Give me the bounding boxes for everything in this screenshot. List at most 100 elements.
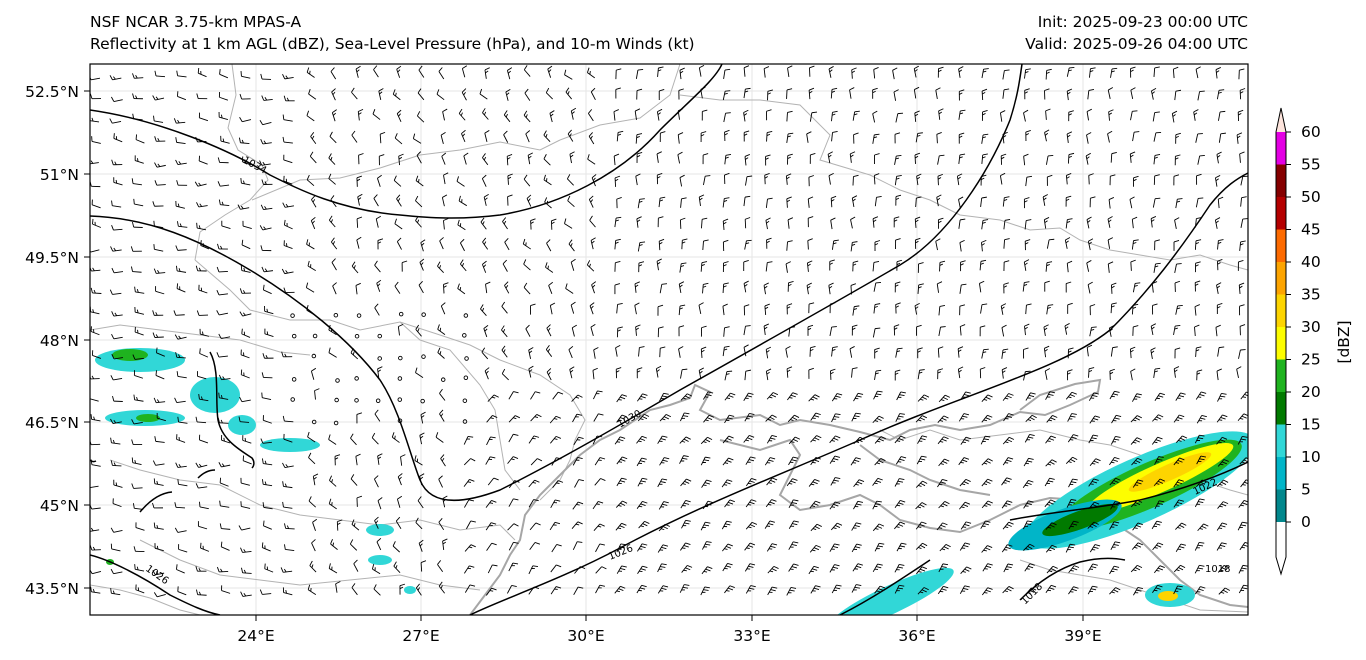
wind-barb — [416, 151, 422, 164]
wind-barb — [1152, 303, 1158, 315]
wind-barb — [764, 303, 770, 315]
wind-barb — [377, 356, 382, 361]
wind-barb — [615, 68, 622, 80]
wind-barb — [90, 93, 102, 100]
wind-barb — [486, 415, 498, 423]
wind-barb — [282, 73, 294, 80]
border-line — [194, 259, 586, 501]
wind-barb — [261, 372, 273, 379]
wind-barb — [484, 367, 490, 380]
lon-label: 27°E — [402, 627, 439, 645]
wind-barb — [1045, 435, 1056, 444]
wind-barb — [464, 544, 476, 552]
wind-barb — [723, 68, 731, 80]
wind-barb — [678, 281, 685, 293]
wind-barb — [1001, 500, 1013, 509]
wind-barb — [1067, 347, 1074, 359]
wind-barb — [1130, 110, 1138, 121]
wind-barb — [809, 346, 816, 357]
wind-barb — [240, 477, 250, 486]
wind-barb — [198, 393, 209, 402]
wind-barb — [508, 415, 521, 423]
wind-barb — [485, 281, 491, 294]
wind-barb — [332, 282, 337, 295]
wind-barb — [1089, 544, 1101, 553]
wind-barb — [894, 155, 902, 165]
wind-barb — [636, 367, 643, 379]
wind-barb — [417, 88, 425, 101]
wind-barb — [1001, 544, 1013, 553]
wind-barb — [1088, 434, 1099, 444]
wind-barb — [241, 239, 251, 250]
wind-barb — [637, 543, 648, 552]
wind-barb — [1239, 542, 1248, 551]
wind-barb — [418, 65, 425, 78]
wind-barb — [595, 566, 607, 574]
wind-barb — [282, 462, 294, 469]
wind-barb — [356, 175, 363, 187]
wind-barb — [1088, 392, 1099, 401]
wind-barb — [1023, 500, 1034, 509]
wind-barbs — [90, 64, 1248, 598]
wind-barb — [262, 502, 273, 510]
lon-ticks — [255, 615, 1084, 621]
wind-barb — [1194, 261, 1201, 273]
wind-barb — [394, 218, 403, 230]
wind-barb — [873, 303, 881, 314]
wind-barb — [656, 108, 663, 121]
wind-barb — [440, 454, 446, 467]
wind-barb — [441, 152, 447, 165]
wind-barb — [1150, 216, 1157, 228]
wind-barb — [376, 174, 382, 187]
wind-barb — [1023, 370, 1031, 381]
wind-barb — [958, 153, 966, 164]
wind-barb — [614, 436, 626, 445]
wind-barb — [1216, 282, 1222, 294]
wind-barb — [260, 438, 272, 444]
wind-barb — [1068, 565, 1080, 574]
isobar-line — [90, 64, 1023, 501]
wind-barb — [134, 564, 145, 572]
wind-barb — [200, 542, 210, 552]
wind-barb — [914, 237, 921, 249]
wind-barb — [572, 413, 583, 423]
wind-barb — [1217, 501, 1229, 509]
wind-barb — [850, 216, 856, 229]
wind-barb — [981, 153, 988, 164]
wind-barb — [958, 109, 966, 120]
wind-barb — [1130, 415, 1143, 423]
wind-barb — [543, 130, 551, 142]
wind-barb — [786, 366, 793, 378]
wind-barb — [196, 93, 208, 100]
wind-barb — [829, 435, 841, 444]
wind-barb — [463, 375, 469, 381]
wind-barb — [958, 457, 970, 466]
wind-barb — [1085, 152, 1091, 165]
wind-barb — [152, 460, 165, 466]
wind-barb — [330, 237, 338, 250]
lat-label: 43.5°N — [25, 580, 79, 598]
wind-barb — [113, 133, 123, 143]
wind-barb — [1238, 564, 1248, 574]
wind-barb — [175, 200, 185, 209]
wind-barb — [634, 281, 640, 293]
wind-barb — [331, 88, 336, 101]
wind-barb — [507, 194, 513, 206]
wind-barb — [1045, 391, 1056, 400]
wind-barb — [959, 304, 966, 316]
wind-barb — [439, 237, 444, 250]
wind-barb — [219, 69, 229, 79]
wind-barb — [894, 563, 905, 573]
wind-barb — [133, 370, 144, 379]
wind-barb — [1022, 520, 1033, 530]
wind-barb — [892, 67, 898, 80]
wind-barb — [808, 87, 815, 100]
colorbar-outline — [1275, 107, 1287, 576]
wind-barb — [874, 436, 886, 444]
wind-barb — [393, 175, 402, 187]
wind-barb — [1129, 151, 1136, 163]
wind-barb — [523, 110, 531, 123]
wind-barb — [893, 216, 900, 228]
wind-barb — [765, 154, 771, 166]
wind-barb — [90, 414, 101, 422]
